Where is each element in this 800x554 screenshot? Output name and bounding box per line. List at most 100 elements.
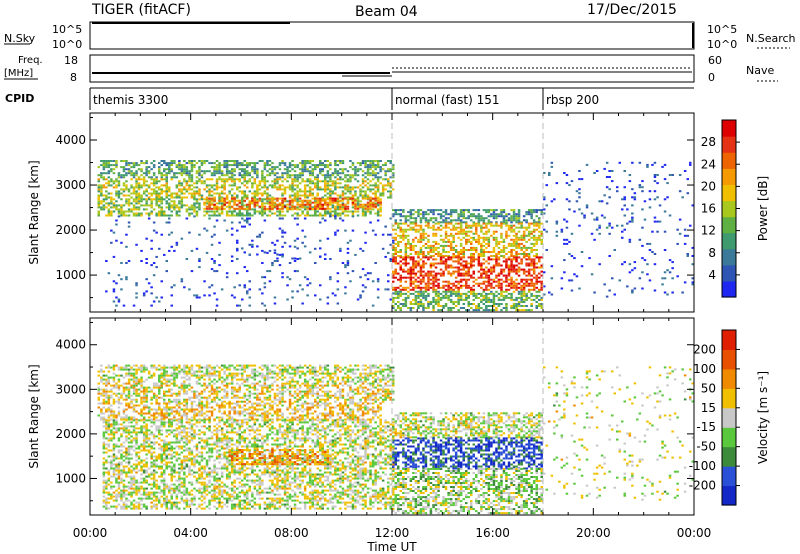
- y-tick-label: 3000: [55, 178, 86, 192]
- data-cell: [482, 298, 486, 301]
- data-cell: [160, 233, 163, 236]
- data-cell: [218, 370, 221, 373]
- data-cell: [608, 196, 611, 199]
- data-cell: [225, 168, 229, 171]
- data-cell: [135, 184, 138, 187]
- data-cell: [407, 228, 410, 231]
- data-cell: [467, 284, 470, 287]
- data-cell: [120, 241, 123, 244]
- data-cell: [543, 271, 546, 274]
- data-cell: [170, 178, 173, 181]
- data-cell: [107, 170, 111, 173]
- data-cell: [115, 296, 118, 299]
- data-cell: [283, 366, 287, 369]
- data-cell: [522, 292, 526, 295]
- data-cell: [532, 270, 536, 273]
- data-cell: [434, 284, 438, 287]
- data-cell: [379, 168, 382, 171]
- data-cell: [306, 278, 309, 281]
- data-cell: [485, 298, 488, 301]
- data-cell: [532, 238, 536, 241]
- data-cell: [286, 174, 289, 177]
- data-cell: [298, 374, 302, 377]
- data-cell: [600, 200, 604, 203]
- data-cell: [419, 298, 423, 301]
- data-cell: [308, 214, 312, 217]
- data-cell: [215, 214, 219, 217]
- data-cell: [178, 214, 181, 217]
- data-cell: [115, 219, 118, 222]
- data-cell: [293, 198, 297, 201]
- data-cell: [439, 253, 443, 255]
- data-cell: [432, 226, 435, 229]
- data-cell: [490, 221, 493, 224]
- data-cell: [183, 366, 186, 369]
- data-cell: [389, 258, 392, 260]
- data-cell: [424, 232, 428, 235]
- data-cell: [155, 194, 158, 197]
- data-cell: [414, 230, 418, 233]
- data-cell: [329, 178, 332, 181]
- data-cell: [490, 278, 493, 281]
- data-cell: [419, 219, 423, 222]
- data-cell: [112, 198, 116, 201]
- data-cell: [397, 294, 400, 297]
- data-cell: [132, 364, 136, 367]
- data-cell: [525, 221, 528, 224]
- data-cell: [158, 186, 161, 189]
- data-cell: [475, 215, 478, 218]
- data-cell: [243, 172, 246, 175]
- data-cell: [404, 244, 408, 247]
- data-cell: [100, 190, 103, 193]
- data-cell: [465, 270, 468, 273]
- data-cell: [107, 212, 111, 215]
- data-cell: [568, 200, 571, 203]
- data-cell: [306, 212, 309, 215]
- data-cell: [132, 192, 136, 195]
- data-cell: [308, 182, 312, 185]
- data-cell: [213, 203, 216, 206]
- data-cell: [158, 214, 161, 217]
- data-cell: [356, 196, 360, 199]
- data-cell: [437, 303, 440, 305]
- data-cell: [276, 199, 279, 202]
- data-cell: [190, 162, 194, 165]
- data-cell: [165, 214, 168, 217]
- data-cell: [165, 190, 168, 193]
- data-cell: [389, 233, 392, 236]
- data-cell: [538, 230, 541, 233]
- data-cell: [530, 288, 533, 291]
- data-cell: [472, 270, 475, 273]
- data-cell: [522, 256, 526, 259]
- data-cell: [424, 286, 428, 289]
- data-cell: [392, 249, 395, 251]
- data-cell: [467, 305, 470, 307]
- data-cell: [492, 264, 496, 267]
- data-cell: [434, 217, 438, 220]
- data-cell: [563, 242, 566, 245]
- data-cell: [631, 289, 634, 292]
- data-cell: [301, 229, 304, 232]
- data-cell: [230, 294, 234, 297]
- data-cell: [253, 208, 257, 211]
- data-cell: [241, 214, 244, 217]
- data-cell: [248, 288, 251, 291]
- data-cell: [127, 198, 131, 201]
- data-cell: [241, 204, 244, 207]
- data-cell: [175, 184, 179, 187]
- data-cell: [238, 372, 241, 375]
- data-cell: [470, 276, 473, 279]
- data-cell: [472, 298, 475, 301]
- data-cell: [225, 178, 229, 181]
- data-cell: [188, 372, 191, 375]
- data-cell: [374, 182, 377, 185]
- data-cell: [414, 280, 418, 283]
- data-cell: [540, 296, 543, 299]
- data-cell: [402, 232, 405, 235]
- data-cell: [389, 194, 392, 197]
- data-cell: [422, 307, 425, 309]
- data-cell: [132, 206, 136, 209]
- data-cell: [427, 288, 430, 291]
- data-cell: [163, 372, 166, 375]
- data-cell: [150, 376, 153, 379]
